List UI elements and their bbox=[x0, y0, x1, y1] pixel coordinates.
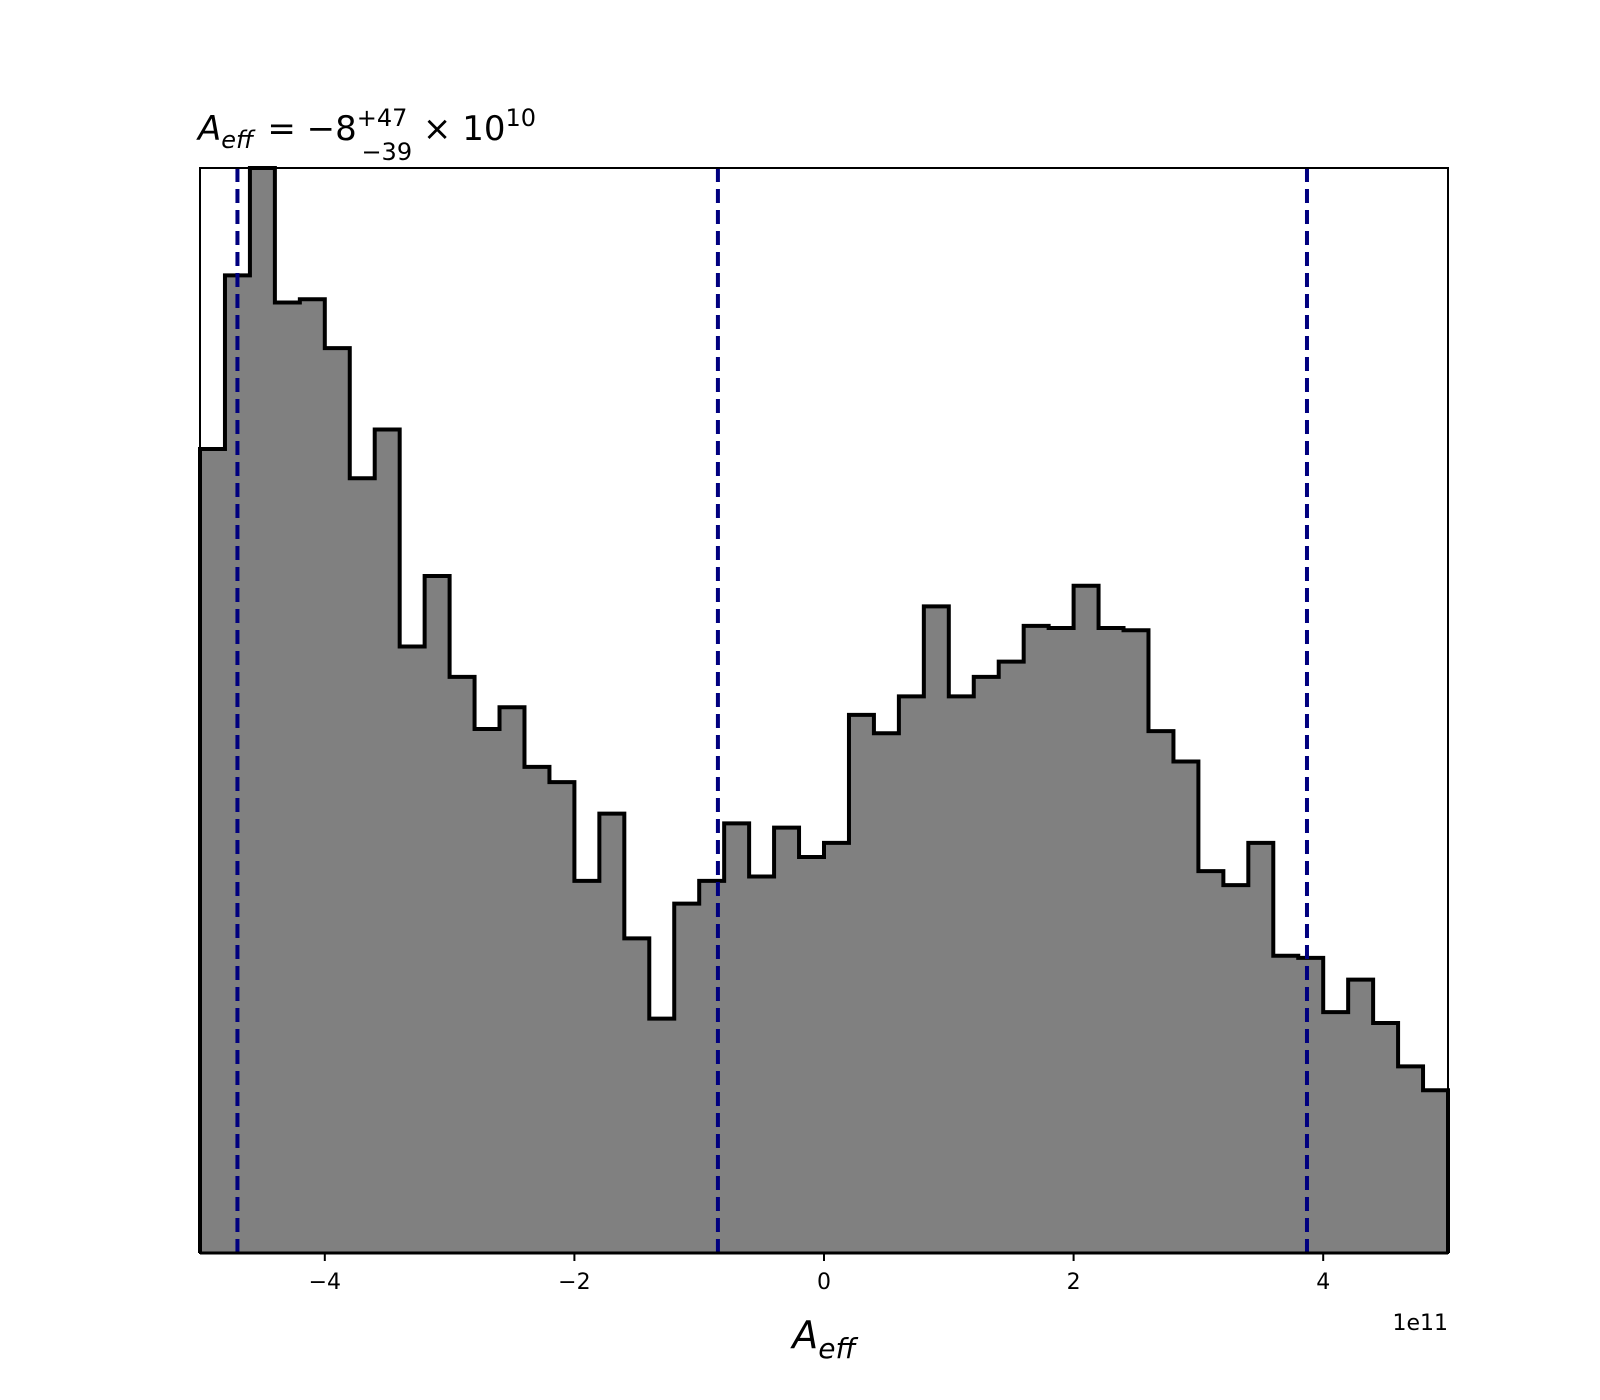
title-exponent: 10 bbox=[505, 104, 536, 132]
histogram-bar bbox=[1298, 957, 1324, 1253]
histogram-bar bbox=[524, 766, 551, 1253]
histogram-bar bbox=[324, 348, 351, 1253]
histogram-bar bbox=[948, 696, 975, 1253]
x-tick-label: −2 bbox=[558, 1270, 590, 1295]
histogram-bar bbox=[249, 168, 276, 1253]
histogram-bar bbox=[374, 429, 401, 1253]
histogram-bar bbox=[799, 856, 825, 1253]
histogram-bar bbox=[624, 938, 650, 1253]
histogram-bar bbox=[549, 782, 575, 1253]
histogram-bar bbox=[674, 903, 700, 1253]
histogram-bar bbox=[1023, 625, 1050, 1253]
title-equals: = −8 bbox=[267, 109, 356, 149]
histogram-bar bbox=[699, 880, 725, 1253]
title-upper-error: +47 bbox=[357, 104, 408, 132]
histogram-bar bbox=[399, 646, 426, 1253]
histogram-bar bbox=[1398, 1066, 1424, 1253]
histogram-bar bbox=[973, 676, 1000, 1253]
histogram-bar bbox=[774, 827, 800, 1253]
histogram-bar bbox=[848, 714, 875, 1253]
histogram-bar bbox=[499, 707, 526, 1253]
histogram-bar bbox=[424, 575, 451, 1253]
histogram-bar bbox=[200, 449, 226, 1253]
x-axis-ticks: −4 −2 0 2 4 bbox=[309, 1253, 1330, 1295]
title-variable: A bbox=[196, 109, 221, 149]
x-tick-label: 0 bbox=[817, 1270, 831, 1295]
histogram-bar bbox=[449, 676, 476, 1253]
x-tick-label: −4 bbox=[309, 1270, 341, 1295]
histogram-bar bbox=[1048, 628, 1075, 1253]
histogram-bar bbox=[1273, 955, 1299, 1253]
quantile-lines bbox=[235, 168, 1309, 1253]
histogram-bar bbox=[1123, 630, 1150, 1253]
x-offset-label: 1e11 bbox=[1392, 1311, 1448, 1336]
histogram-bars bbox=[200, 168, 1449, 1253]
histogram-bar bbox=[299, 299, 326, 1253]
histogram-bar bbox=[474, 728, 501, 1253]
x-axis-label: Aeff bbox=[789, 1313, 858, 1365]
histogram-bar bbox=[724, 823, 750, 1253]
histogram-bar bbox=[599, 813, 625, 1253]
histogram-bar bbox=[898, 696, 925, 1253]
histogram-bar bbox=[1098, 628, 1125, 1253]
histogram-bar bbox=[649, 1018, 675, 1253]
histogram-bar bbox=[1198, 871, 1224, 1253]
histogram-outline bbox=[198, 166, 1450, 1253]
x-axis-label-variable: A bbox=[789, 1313, 818, 1357]
histogram-bar bbox=[1073, 585, 1100, 1253]
histogram-bar bbox=[1323, 1012, 1349, 1253]
histogram-bar bbox=[749, 876, 775, 1253]
x-tick-label: 4 bbox=[1316, 1270, 1330, 1295]
histogram-bar bbox=[274, 302, 301, 1253]
histogram-bar bbox=[1223, 885, 1249, 1253]
histogram-bar bbox=[1148, 731, 1175, 1253]
chart-title: Aeff = −8+47 −39 × 1010 bbox=[196, 104, 536, 166]
histogram-bar bbox=[574, 880, 600, 1253]
histogram-bar bbox=[873, 733, 900, 1253]
title-variable-subscript: eff bbox=[221, 126, 256, 154]
title-lower-error: −39 bbox=[361, 138, 412, 166]
histogram-bar bbox=[349, 478, 376, 1253]
histogram-bar bbox=[1173, 761, 1199, 1253]
histogram-bar bbox=[1348, 979, 1374, 1253]
title-times: × 10 bbox=[412, 109, 505, 149]
histogram-bar bbox=[998, 661, 1025, 1253]
histogram-bar bbox=[824, 842, 850, 1253]
x-tick-label: 2 bbox=[1067, 1270, 1081, 1295]
histogram-bar bbox=[923, 606, 950, 1253]
histogram-bar bbox=[1248, 842, 1274, 1253]
histogram-bar bbox=[1373, 1022, 1399, 1253]
x-axis-label-subscript: eff bbox=[818, 1332, 858, 1365]
histogram-bar bbox=[1423, 1090, 1449, 1253]
